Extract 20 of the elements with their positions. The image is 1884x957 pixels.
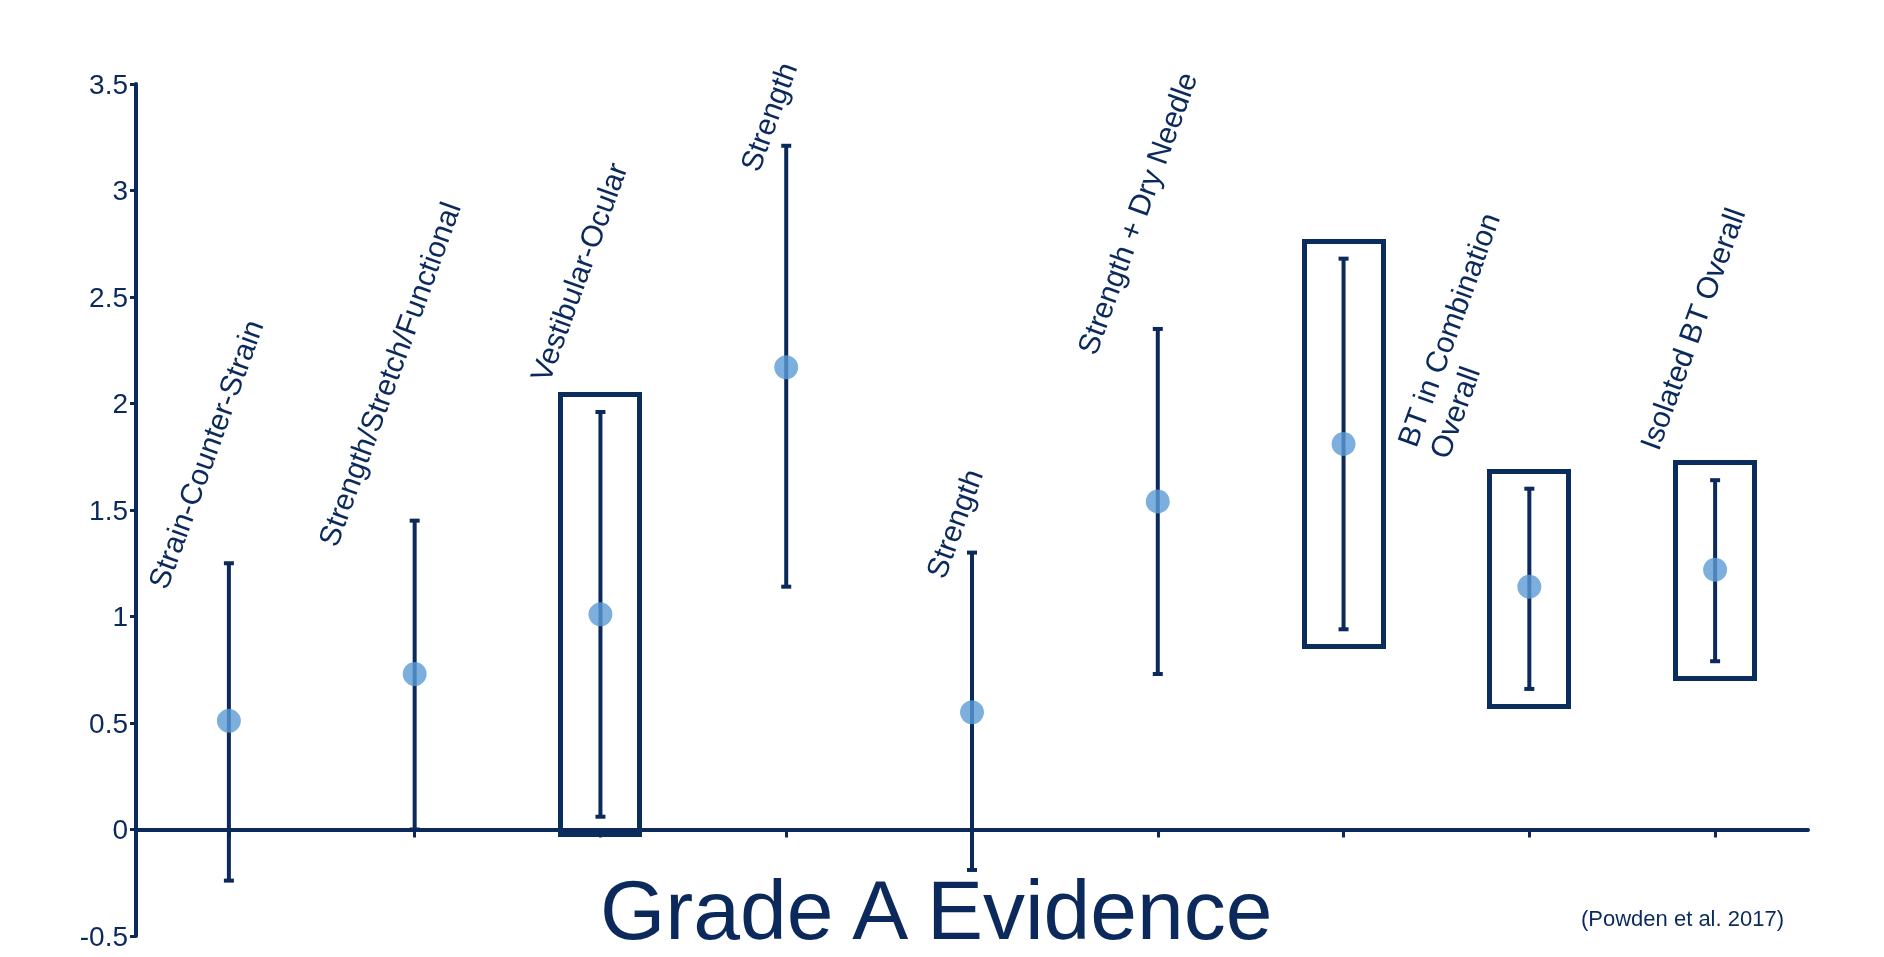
point (774, 355, 799, 380)
point (1331, 431, 1356, 456)
y-tick-label: 1.5 (89, 494, 128, 526)
point (1703, 557, 1728, 582)
y-tick-label: 3.5 (89, 68, 128, 100)
y-tick-label: 2 (112, 388, 128, 419)
y-tick-label: 1 (112, 601, 128, 632)
point (960, 700, 984, 725)
y-tick-label: 0.5 (89, 707, 128, 739)
point (1145, 489, 1170, 514)
point (588, 602, 613, 627)
y-tick-label: 3 (112, 175, 128, 206)
text: Grade A Evidence (600, 863, 1273, 957)
point (402, 662, 427, 686)
point (216, 708, 241, 733)
point (1517, 574, 1542, 599)
y-tick-label: -0.5 (79, 920, 128, 952)
y-tick-label: 0 (112, 814, 128, 845)
y-tick-label: 2.5 (89, 281, 128, 313)
annotation: (Powden et al. 2017) (1580, 905, 1785, 931)
